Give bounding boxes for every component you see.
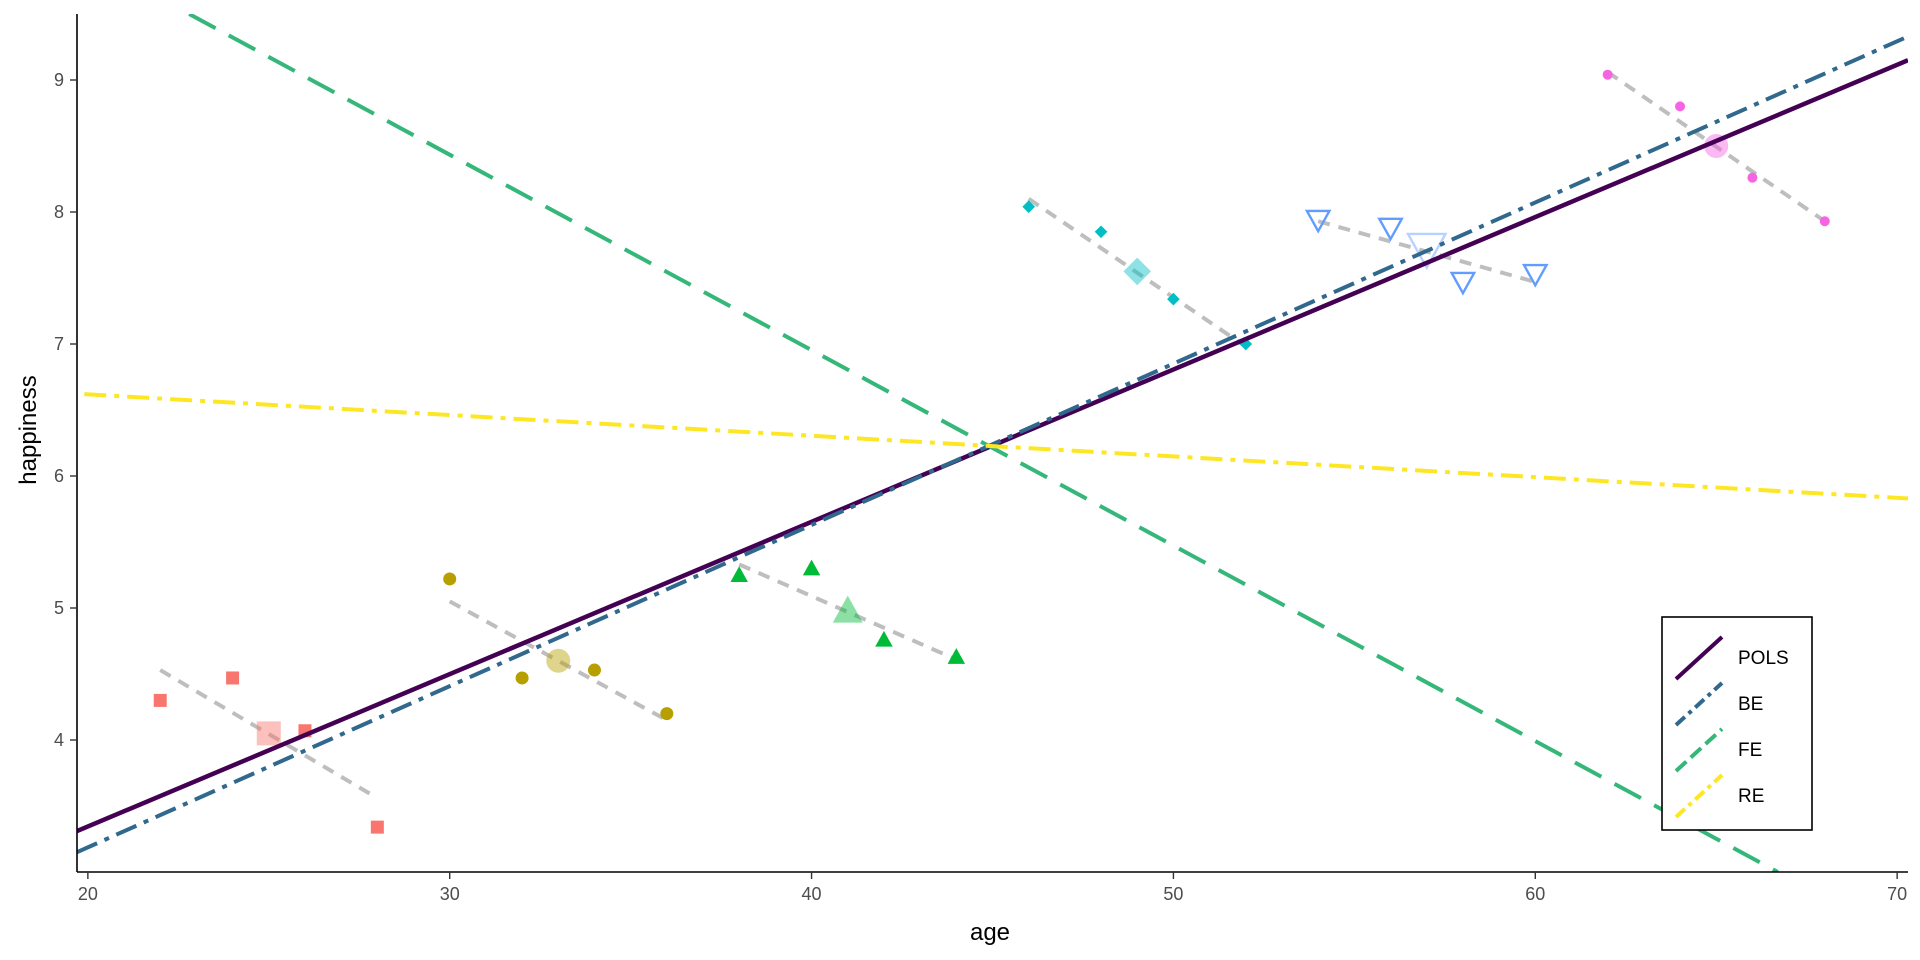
group-3-within-line — [738, 562, 958, 662]
group-3-point-4 — [947, 648, 966, 664]
axes: 20 30 40 50 60 70 4 5 6 7 8 9 — [54, 14, 1908, 904]
y-tick-label: 8 — [54, 202, 64, 222]
plot-marks — [77, 14, 1908, 872]
group-5-point-3 — [1449, 271, 1477, 296]
y-tick-label: 5 — [54, 598, 64, 618]
group-2-point-3 — [587, 663, 601, 677]
group-2-point-1 — [443, 572, 457, 586]
group-1-point-2 — [226, 671, 240, 685]
group-6-point-3 — [1747, 172, 1758, 183]
group-6-within-line — [1606, 70, 1826, 223]
y-tick-label: 4 — [54, 730, 64, 750]
legend-box — [1661, 616, 1813, 831]
legend: POLS BE FE RE — [1661, 616, 1813, 831]
group-6-point-1 — [1602, 69, 1613, 80]
y-tick-label: 9 — [54, 70, 64, 90]
x-axis-title: age — [970, 919, 1010, 946]
series-line-fe — [188, 14, 1779, 872]
x-tick-label: 60 — [1525, 884, 1545, 904]
group-3-point-3 — [875, 630, 893, 647]
group-3-point-1 — [730, 566, 748, 582]
group-1-point-1 — [153, 693, 167, 707]
legend-key-fe — [1674, 727, 1724, 773]
group-3-mean-marker — [832, 595, 863, 623]
y-tick-label: 7 — [54, 334, 64, 354]
legend-label-pols: POLS — [1738, 648, 1789, 669]
group-6-point-2 — [1675, 101, 1686, 112]
group-6-point-4 — [1819, 216, 1830, 227]
x-tick-label: 50 — [1163, 884, 1183, 904]
legend-key-pols — [1674, 635, 1724, 681]
group-5-point-4 — [1521, 263, 1549, 288]
group-2-mean-marker — [546, 648, 571, 673]
group-4-within-line — [1027, 197, 1247, 349]
series-line-re — [84, 392, 1908, 501]
group-2-point-2 — [515, 671, 529, 685]
group-4-point-4 — [1239, 337, 1253, 351]
group-4-point-3 — [1167, 292, 1180, 306]
legend-key-re — [1674, 773, 1724, 819]
group-5-point-1 — [1304, 209, 1332, 234]
plot-area — [77, 14, 1908, 872]
x-tick-label: 40 — [802, 884, 822, 904]
group-5-point-2 — [1377, 217, 1404, 242]
y-axis-title: happiness — [15, 375, 42, 484]
legend-label-fe: FE — [1738, 740, 1762, 761]
group-4-point-2 — [1094, 225, 1108, 239]
legend-label-be: BE — [1738, 694, 1763, 715]
legend-label-re: RE — [1738, 786, 1764, 807]
legend-key-be — [1674, 681, 1724, 727]
group-4-point-1 — [1022, 200, 1036, 214]
x-tick-label: 30 — [440, 884, 460, 904]
group-4-mean-marker — [1123, 257, 1152, 286]
y-tick-label: 6 — [54, 466, 64, 486]
x-tick-label: 70 — [1887, 884, 1907, 904]
group-1-within-line — [159, 668, 379, 800]
group-3-point-2 — [802, 559, 821, 576]
group-1-point-4 — [370, 820, 384, 834]
group-1-mean-marker — [256, 721, 281, 746]
group-5-mean-marker — [1405, 232, 1448, 271]
group-2-point-4 — [660, 707, 674, 721]
x-tick-label: 20 — [78, 884, 98, 904]
